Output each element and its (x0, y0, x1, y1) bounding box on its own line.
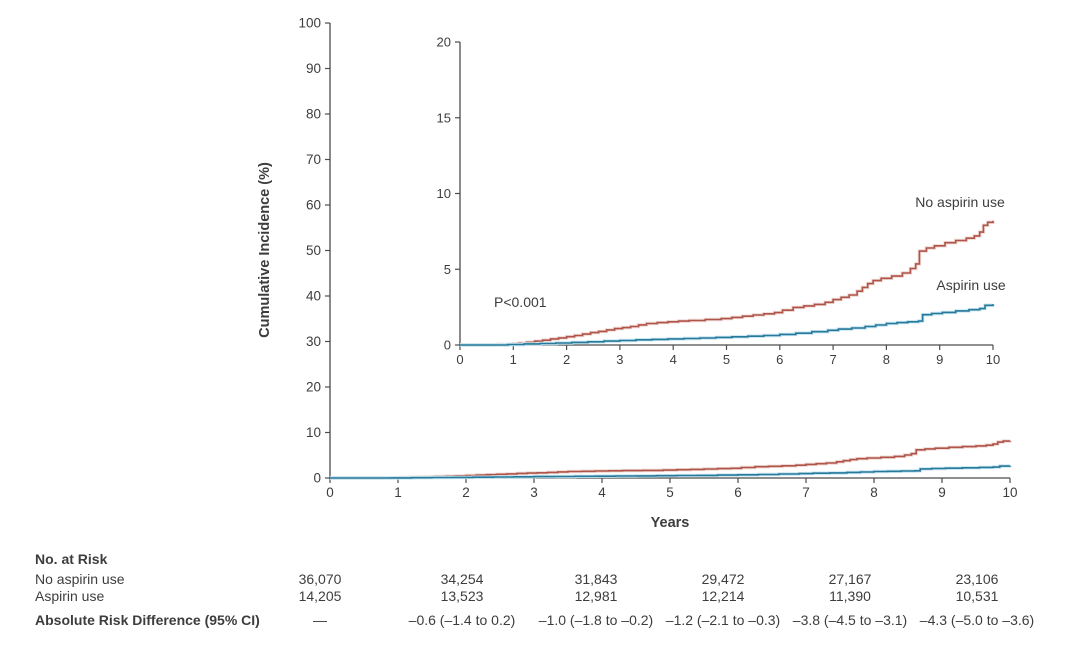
main-y-tick-label: 20 (306, 380, 321, 395)
inset-y-tick-label: 5 (444, 262, 451, 277)
main-x-tick-label: 9 (938, 485, 946, 500)
risk-diff-value: –0.6 (–1.4 to 0.2) (408, 612, 516, 628)
risk-diff-value: –3.8 (–4.5 to –3.1) (792, 612, 908, 628)
x-axis-title: Years (651, 515, 690, 531)
main-x-tick-label: 3 (530, 485, 538, 500)
main-x-tick-label: 5 (666, 485, 674, 500)
inset-y-tick-label: 0 (444, 338, 451, 353)
inset-x-tick-label: 2 (563, 352, 570, 367)
risk-value: 23,106 (955, 571, 999, 587)
main-y-tick-label: 0 (313, 471, 321, 486)
inset-p-value-annotation: P<0.001 (494, 294, 547, 310)
risk-value: 11,390 (829, 588, 871, 604)
series-label-no-aspirin: No aspirin use (915, 194, 1005, 210)
main-y-tick-label: 40 (306, 289, 321, 304)
risk-value: 31,843 (574, 571, 618, 587)
risk-value: 13,523 (440, 588, 484, 604)
risk-diff-label: Absolute Risk Difference (95% CI) (35, 612, 260, 628)
main-y-tick-label: 90 (306, 61, 321, 76)
risk-value: 27,167 (828, 571, 872, 587)
main-y-tick-label: 30 (306, 334, 321, 349)
main-x-tick-label: 2 (462, 485, 470, 500)
inset-x-tick-label: 9 (936, 352, 943, 367)
main-y-tick-label: 70 (306, 152, 321, 167)
inset-y-tick-label: 15 (437, 110, 451, 125)
main-series-line-0 (330, 440, 1011, 479)
risk-value: 34,254 (440, 571, 484, 587)
risk-value: 12,981 (574, 588, 618, 604)
risk-row-label-aspirin: Aspirin use (35, 588, 105, 604)
main-x-tick-label: 0 (326, 485, 334, 500)
risk-value: 10,531 (955, 588, 999, 604)
main-x-tick-label: 1 (394, 485, 402, 500)
inset-x-tick-label: 4 (670, 352, 677, 367)
main-y-tick-label: 60 (306, 198, 321, 213)
main-y-tick-label: 100 (298, 16, 321, 31)
risk-value: 29,472 (701, 571, 745, 587)
main-x-tick-label: 4 (598, 485, 606, 500)
risk-diff-value: — (313, 612, 327, 628)
main-series-line-1 (330, 465, 1011, 479)
y-axis-title: Cumulative Incidence (%) (257, 162, 273, 338)
series-label-aspirin: Aspirin use (936, 277, 1005, 293)
main-x-tick-label: 7 (802, 485, 810, 500)
main-y-tick-label: 80 (306, 107, 321, 122)
risk-diff-value: –1.2 (–2.1 to –0.3) (665, 612, 781, 628)
risk-table-header: No. at Risk (35, 551, 108, 567)
inset-x-tick-label: 0 (456, 352, 463, 367)
inset-x-tick-label: 6 (776, 352, 783, 367)
risk-value: 14,205 (298, 588, 342, 604)
inset-x-tick-label: 3 (616, 352, 623, 367)
inset-series-line-1 (460, 304, 994, 346)
risk-value: 36,070 (298, 571, 342, 587)
inset-y-tick-label: 10 (437, 186, 451, 201)
risk-value: 12,214 (701, 588, 745, 604)
main-y-tick-label: 50 (306, 243, 321, 258)
inset-x-tick-label: 10 (986, 352, 1000, 367)
risk-diff-value: –4.3 (–5.0 to –3.6) (919, 612, 1035, 628)
inset-x-tick-label: 5 (723, 352, 730, 367)
main-x-tick-label: 8 (870, 485, 878, 500)
inset-series-line-0 (460, 220, 994, 346)
inset-x-tick-label: 1 (510, 352, 517, 367)
risk-row-label-no-aspirin: No aspirin use (35, 571, 125, 587)
main-x-tick-label: 6 (734, 485, 742, 500)
main-x-tick-label: 10 (1002, 485, 1017, 500)
inset-x-tick-label: 8 (883, 352, 890, 367)
inset-y-tick-label: 20 (437, 35, 451, 50)
inset-series-halo-0 (460, 220, 995, 347)
inset-x-tick-label: 7 (829, 352, 836, 367)
risk-diff-value: –1.0 (–1.8 to –0.2) (538, 612, 654, 628)
inset-series-halo-1 (460, 303, 995, 347)
main-y-tick-label: 10 (306, 425, 321, 440)
